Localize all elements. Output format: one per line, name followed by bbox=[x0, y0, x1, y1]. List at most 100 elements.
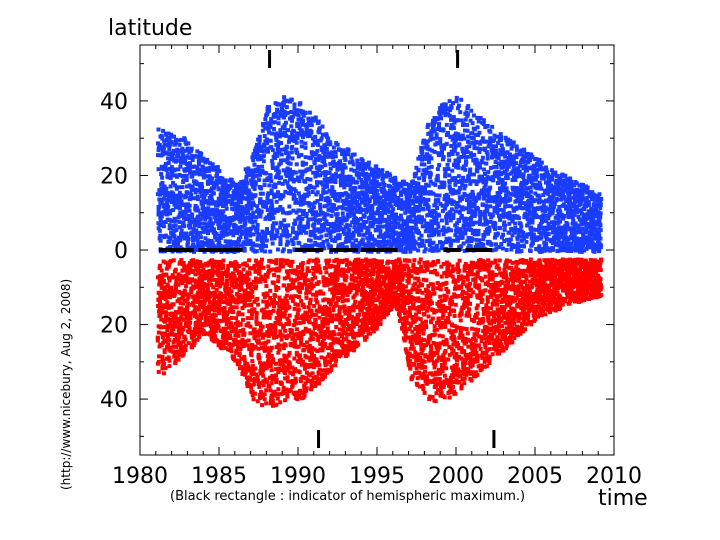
north-point bbox=[319, 155, 324, 160]
north-point bbox=[322, 156, 327, 161]
north-point bbox=[435, 206, 440, 211]
north-point bbox=[456, 174, 461, 179]
north-point bbox=[200, 244, 205, 249]
north-point bbox=[500, 147, 505, 152]
north-point bbox=[510, 233, 515, 238]
north-point bbox=[350, 220, 355, 225]
north-point bbox=[358, 172, 363, 177]
north-point bbox=[289, 118, 294, 123]
north-point bbox=[342, 182, 347, 187]
north-point bbox=[423, 247, 428, 252]
north-point bbox=[311, 205, 316, 210]
north-point bbox=[441, 127, 446, 132]
north-point bbox=[261, 199, 266, 204]
north-point bbox=[165, 171, 170, 176]
north-point bbox=[186, 163, 191, 168]
north-point bbox=[407, 203, 412, 208]
north-point bbox=[317, 126, 322, 131]
south-point bbox=[168, 321, 173, 326]
north-point bbox=[179, 137, 184, 142]
north-point bbox=[456, 103, 461, 108]
north-point bbox=[508, 139, 513, 144]
north-point bbox=[506, 204, 511, 209]
north-point bbox=[333, 161, 338, 166]
north-point bbox=[455, 237, 460, 242]
north-point bbox=[244, 169, 249, 174]
north-point bbox=[504, 167, 509, 172]
north-point bbox=[312, 222, 317, 227]
north-point bbox=[510, 144, 515, 149]
north-point bbox=[478, 147, 483, 152]
north-point bbox=[417, 214, 422, 219]
north-point bbox=[275, 230, 280, 235]
north-point bbox=[387, 239, 392, 244]
north-point bbox=[164, 186, 169, 191]
north-point bbox=[596, 195, 601, 200]
north-point bbox=[277, 150, 282, 155]
north-point bbox=[431, 191, 436, 196]
north-point bbox=[405, 234, 410, 239]
north-point bbox=[297, 241, 302, 246]
north-point bbox=[556, 238, 561, 243]
north-point bbox=[493, 195, 498, 200]
north-point bbox=[387, 217, 392, 222]
north-point bbox=[444, 141, 449, 146]
north-point bbox=[435, 117, 440, 122]
north-point bbox=[166, 175, 171, 180]
north-point bbox=[308, 229, 313, 234]
north-point bbox=[279, 158, 284, 163]
north-point bbox=[270, 241, 275, 246]
north-point bbox=[442, 183, 447, 188]
north-point bbox=[227, 198, 232, 203]
north-point bbox=[528, 200, 533, 205]
north-point bbox=[412, 174, 417, 179]
north-point bbox=[465, 154, 470, 159]
north-point bbox=[194, 180, 199, 185]
north-point bbox=[529, 152, 534, 157]
north-point bbox=[367, 166, 372, 171]
north-point bbox=[209, 188, 214, 193]
north-point bbox=[243, 228, 248, 233]
north-point bbox=[265, 149, 270, 154]
north-point bbox=[517, 173, 522, 178]
north-point bbox=[296, 117, 301, 122]
north-point bbox=[422, 174, 427, 179]
north-point bbox=[465, 122, 470, 127]
north-point bbox=[411, 235, 416, 240]
north-point bbox=[493, 226, 498, 231]
north-point bbox=[494, 165, 499, 170]
south-point bbox=[158, 324, 163, 329]
north-point bbox=[251, 232, 256, 237]
north-point bbox=[163, 219, 168, 224]
north-point bbox=[340, 177, 345, 182]
north-point bbox=[318, 202, 323, 207]
north-point bbox=[274, 137, 279, 142]
north-point bbox=[514, 144, 519, 149]
north-point bbox=[540, 167, 545, 172]
north-point bbox=[162, 138, 167, 143]
north-point bbox=[291, 169, 296, 174]
north-point bbox=[204, 190, 209, 195]
north-point bbox=[320, 124, 325, 129]
north-point bbox=[293, 170, 298, 175]
north-point bbox=[425, 156, 430, 161]
north-point bbox=[157, 228, 162, 233]
north-point bbox=[493, 242, 498, 247]
north-point bbox=[387, 209, 392, 214]
north-point bbox=[518, 203, 523, 208]
north-point bbox=[351, 162, 356, 167]
north-point bbox=[459, 118, 464, 123]
north-point bbox=[415, 219, 420, 224]
north-point bbox=[371, 174, 376, 179]
north-point bbox=[187, 216, 192, 221]
north-point bbox=[465, 112, 470, 117]
north-point bbox=[271, 216, 276, 221]
north-point bbox=[163, 161, 168, 166]
north-point bbox=[215, 165, 220, 170]
north-point bbox=[477, 238, 482, 243]
north-point bbox=[431, 136, 436, 141]
north-point bbox=[522, 192, 527, 197]
north-point bbox=[268, 138, 273, 143]
north-point bbox=[464, 206, 469, 211]
north-point bbox=[223, 239, 228, 244]
